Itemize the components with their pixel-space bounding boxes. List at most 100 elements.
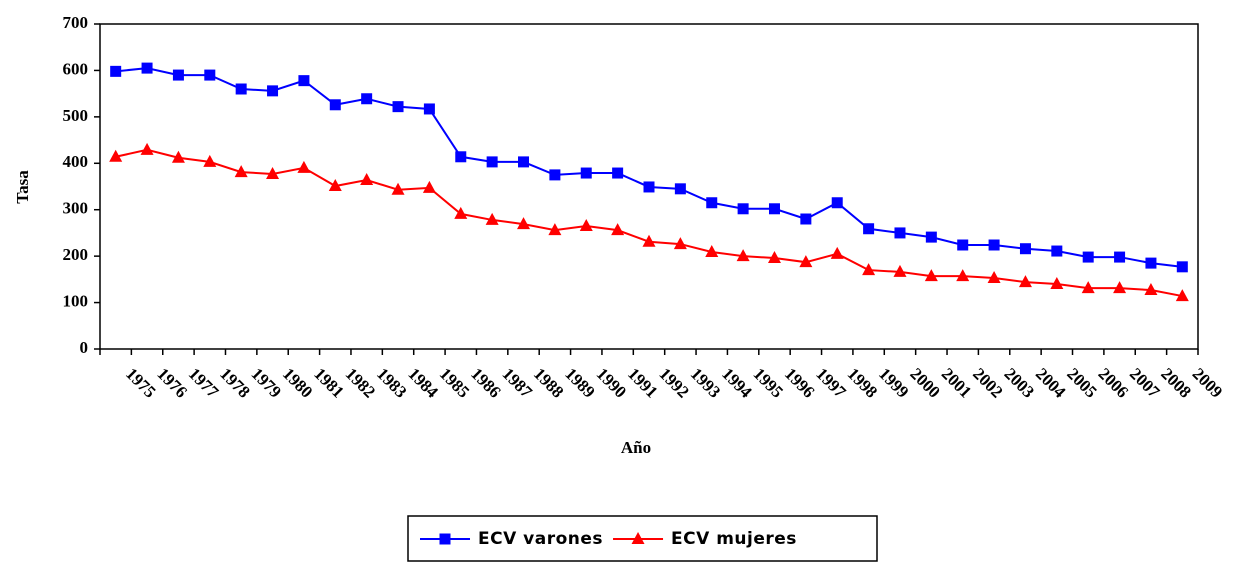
point (454, 206, 468, 219)
point (925, 231, 937, 243)
x-tick-label: 2003 (1000, 364, 1037, 401)
y-tick-label: 100 (63, 291, 89, 310)
point (1145, 257, 1157, 269)
x-tick-label: 1978 (216, 364, 253, 401)
y-tick-label: 0 (80, 338, 89, 357)
point (517, 217, 531, 230)
point (329, 99, 341, 111)
x-tick-label: 2002 (969, 364, 1006, 401)
point (298, 75, 310, 87)
point (831, 197, 843, 209)
x-tick-label: 2008 (1157, 364, 1194, 401)
x-tick-label: 1996 (781, 364, 818, 401)
point (800, 213, 812, 225)
point (267, 85, 279, 97)
point (830, 246, 844, 259)
y-tick-label: 500 (63, 106, 89, 125)
point (141, 62, 153, 74)
x-tick-label: 1989 (561, 364, 598, 401)
point (422, 180, 436, 193)
point (1114, 251, 1126, 263)
x-tick-label: 1981 (310, 364, 347, 401)
point (579, 218, 593, 231)
point (893, 264, 907, 277)
x-tick-label: 1979 (248, 364, 285, 401)
y-tick-label: 600 (63, 59, 89, 78)
y-axis-label: Tasa (13, 170, 32, 204)
x-tick-label: 2000 (906, 364, 943, 401)
y-tick-label: 300 (63, 199, 89, 218)
x-tick-label: 1987 (499, 364, 537, 402)
point (485, 212, 499, 225)
plot-area (99, 23, 1199, 350)
point (643, 181, 655, 193)
point (863, 223, 875, 235)
point (987, 270, 1001, 283)
y-tick-label: 200 (63, 245, 89, 264)
point (1050, 277, 1064, 289)
point (548, 223, 562, 236)
x-tick-label: 1984 (404, 364, 442, 402)
x-tick-label: 1997 (812, 364, 850, 402)
point (1175, 289, 1189, 302)
point (518, 156, 530, 168)
point (705, 244, 719, 257)
point (1113, 281, 1127, 294)
x-tick-label: 1977 (185, 364, 223, 402)
point (1176, 261, 1188, 273)
point (297, 160, 311, 173)
point (988, 239, 1000, 251)
x-tick-label: 2006 (1095, 364, 1132, 401)
point (204, 69, 216, 81)
point (894, 227, 906, 239)
x-tick-label: 1992 (655, 364, 692, 401)
legend-label: ECV mujeres (671, 529, 797, 549)
x-tick-label: 2005 (1063, 364, 1100, 401)
x-tick-label: 1985 (436, 364, 473, 401)
x-tick-label: 2007 (1126, 364, 1164, 402)
point (957, 239, 969, 251)
point (737, 203, 749, 215)
x-tick-label: 1982 (342, 364, 379, 401)
x-tick-label: 1983 (373, 364, 410, 401)
point (1051, 245, 1063, 257)
point (1082, 251, 1094, 263)
x-tick-label: 1986 (467, 364, 504, 401)
x-axis-label: Año (621, 438, 651, 457)
point (956, 269, 970, 282)
x-tick-label: 1990 (593, 364, 630, 401)
point (580, 167, 592, 179)
series-line (115, 148, 1183, 298)
point (611, 223, 625, 236)
point (140, 142, 154, 155)
point (1081, 281, 1095, 294)
y-tick-label: 700 (63, 13, 89, 32)
point (439, 533, 451, 545)
point (612, 167, 624, 179)
point (391, 182, 405, 195)
legend-label: ECV varones (478, 529, 603, 549)
x-tick-label: 1988 (530, 364, 567, 401)
x-tick-label: 1998 (844, 364, 881, 401)
x-tick-label: 1994 (718, 364, 756, 402)
point (736, 249, 750, 262)
point (1018, 275, 1032, 288)
point (392, 101, 404, 113)
point (862, 263, 876, 276)
x-tick-label: 2001 (938, 364, 975, 401)
point (1019, 243, 1031, 255)
x-tick-label: 2009 (1189, 364, 1226, 401)
point (924, 269, 938, 282)
point (171, 150, 185, 163)
point (328, 179, 342, 192)
point (642, 234, 656, 247)
x-tick-label: 1975 (122, 364, 159, 401)
point (674, 183, 686, 195)
point (799, 255, 813, 268)
point (172, 69, 184, 81)
point (768, 203, 780, 215)
point (203, 154, 217, 167)
point (109, 149, 123, 162)
x-tick-label: 1999 (875, 364, 912, 401)
